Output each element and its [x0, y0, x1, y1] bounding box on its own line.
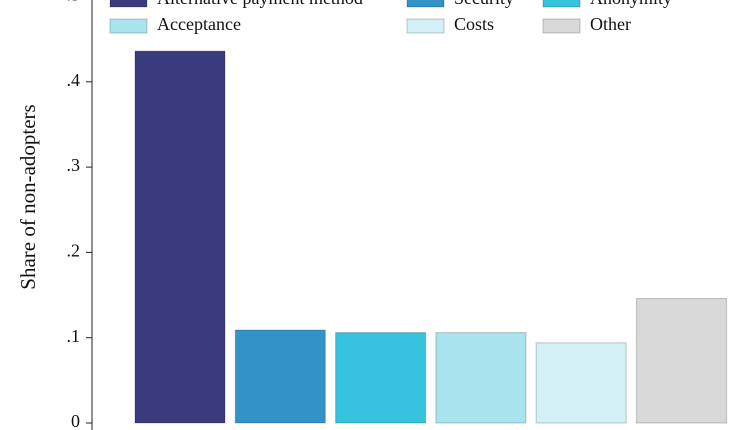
legend-label: Anonymity [590, 0, 672, 8]
bar [635, 297, 728, 424]
y-tick-label: .5 [67, 0, 81, 5]
bar [535, 342, 627, 424]
legend-swatch [406, 0, 445, 8]
y-tick-label: .3 [67, 155, 81, 175]
y-tick-label: .4 [67, 70, 81, 90]
legend-label: Alternative payment method [157, 0, 363, 8]
legend-swatch [109, 0, 148, 8]
legend-swatch [542, 0, 581, 8]
bar [435, 331, 527, 424]
bar [134, 50, 226, 424]
legend-swatch [406, 18, 445, 34]
legend-label: Acceptance [157, 14, 241, 34]
y-tick-label: .2 [67, 241, 81, 261]
legend-label: Security [454, 0, 514, 8]
legend-swatch [109, 18, 148, 34]
y-tick-label: .1 [67, 326, 81, 346]
y-axis-label: Share of non-adopters [16, 104, 40, 289]
y-tick-label: 0 [71, 411, 80, 430]
legend-swatch [542, 18, 581, 34]
bar [335, 331, 427, 424]
legend-label: Costs [454, 14, 494, 34]
bar [234, 329, 326, 424]
legend-label: Other [590, 14, 631, 34]
